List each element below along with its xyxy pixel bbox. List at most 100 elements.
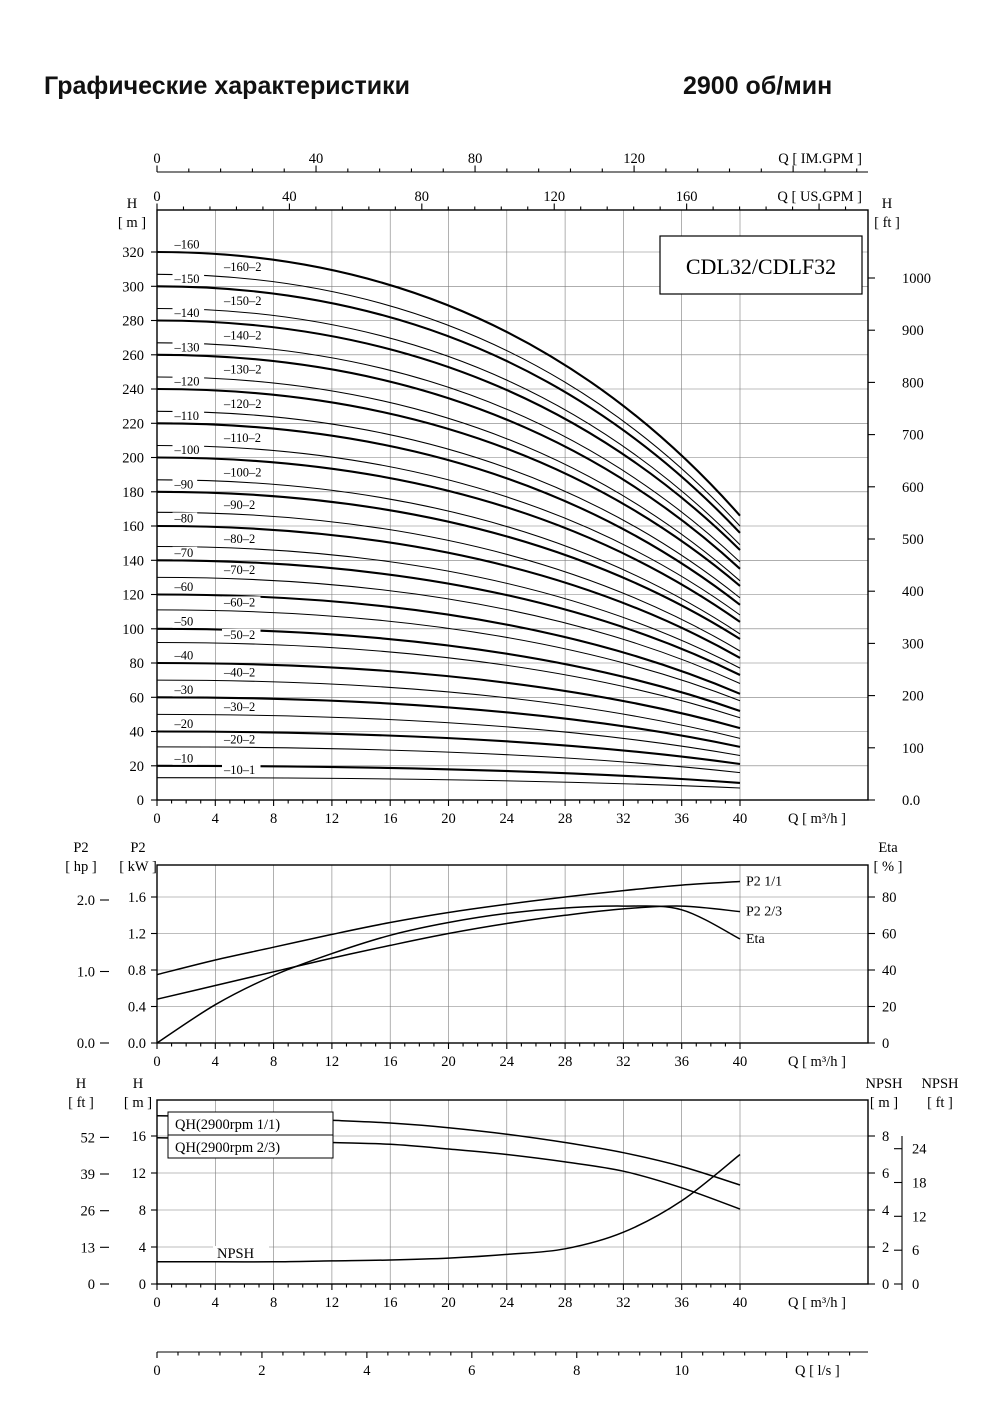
curve-label-bg (172, 581, 198, 594)
curve-label: –50–2 (223, 628, 255, 642)
curve-label: –80 (174, 512, 194, 526)
curve-label-box (167, 1134, 334, 1159)
curve-label: –90 (174, 477, 194, 491)
tick-label: 16 (383, 1295, 398, 1311)
curve-label-bg (222, 363, 268, 376)
curve-label-bg (222, 533, 261, 546)
y-axis-title: [ ft ] (874, 215, 900, 231)
head-curve-100 (156, 456, 741, 623)
head-curve-160-2 (156, 273, 741, 527)
curve-label: NPSH (217, 1246, 255, 1262)
tick-label: 300 (122, 279, 144, 295)
tick-label: 40 (130, 725, 145, 741)
tick-label: 0 (153, 1054, 160, 1070)
curve-label: –110–2 (223, 431, 261, 445)
y-axis-title: H (76, 1076, 87, 1092)
tick-label: 12 (325, 811, 340, 827)
curve-label: –20–2 (223, 732, 255, 746)
curve-label: –40–2 (223, 666, 255, 680)
head-curve-120 (156, 387, 741, 587)
curve-label: –150 (174, 272, 200, 286)
tick-label: 900 (902, 323, 924, 339)
tick-label: 24 (500, 1295, 515, 1311)
curve-label-bg (222, 700, 261, 714)
tick-label: 40 (733, 1295, 748, 1311)
tick-label: 120 (122, 588, 144, 604)
charts: 0 4 8 12 16 20 24 28 32 36 40 Q [ m³/h ]02040608010… (65, 151, 959, 1379)
tick-label: 4 (363, 1363, 371, 1379)
tick-label: 40 (309, 151, 324, 167)
tick-label: 6 (912, 1243, 919, 1259)
tick-label: 36 (674, 1054, 689, 1070)
model-name: CDL32/CDLF32 (686, 254, 836, 279)
curve-label-bg (222, 563, 261, 577)
head-curve-150 (156, 285, 741, 534)
curve-label-bg (172, 615, 198, 628)
curve-label: –10–1 (223, 763, 255, 777)
head-curve-90 (156, 490, 741, 640)
head-curve-120-2 (156, 410, 741, 599)
head-curve-140 (156, 319, 741, 551)
tick-label: 160 (122, 519, 144, 535)
curve-label-bg (172, 752, 198, 765)
curve-label-bg (222, 596, 261, 609)
tick-label: 0.0 (77, 1036, 95, 1052)
tick-label: 12 (912, 1209, 927, 1225)
curve-label-bg (222, 498, 261, 512)
tick-label: 4 (212, 1054, 220, 1070)
head-curve-70 (156, 559, 741, 676)
head-curve-80 (156, 524, 741, 659)
y-axis-title: [ ft ] (927, 1095, 953, 1111)
tick-label: 2 (882, 1240, 889, 1256)
curve-label: –100–2 (223, 465, 262, 479)
tick-label: 8 (882, 1129, 889, 1145)
tick-label: 20 (882, 1000, 897, 1016)
tick-label: 24 (500, 1054, 515, 1070)
tick-label: 280 (122, 314, 144, 330)
tick-label: 2.0 (77, 893, 95, 909)
tick-label: 32 (616, 811, 631, 827)
curve-label: –30 (174, 683, 194, 697)
curve-label: QH(2900rpm 1/1) (175, 1117, 280, 1133)
tick-label: 240 (122, 382, 144, 398)
y-axis-title: [ m ] (124, 1095, 152, 1111)
curve-label: –70–2 (223, 563, 255, 577)
head-curve-20-2 (156, 746, 741, 774)
curve-label-bg (172, 444, 205, 457)
head-curve-150-2 (156, 307, 741, 546)
tick-label: 100 (122, 622, 144, 638)
curve-label: –120 (174, 375, 200, 389)
y-axis-title: [ m ] (870, 1095, 898, 1111)
curve-label-bg (172, 478, 198, 491)
head-curve-110 (156, 422, 741, 606)
tick-label: 40 (882, 963, 897, 979)
curve-label: –130 (174, 340, 200, 354)
tick-label: 2 (258, 1363, 265, 1379)
plot-frame (156, 864, 869, 1044)
head-curve-140-2 (156, 342, 741, 563)
series-label: P2 1/1 (746, 875, 782, 890)
tick-label: 32 (616, 1054, 631, 1070)
tick-label: 8 (270, 811, 277, 827)
tick-label: 24 (912, 1142, 927, 1158)
tick-label: 0 (153, 811, 160, 827)
tick-label: 24 (500, 811, 515, 827)
tick-label: 4 (212, 811, 220, 827)
x-axis-unit: Q [ m³/h ] (788, 1054, 846, 1070)
tick-label: 260 (122, 348, 144, 364)
curve-label-bg (222, 295, 268, 308)
curve-label-bg (172, 307, 205, 320)
tick-label: 80 (882, 890, 897, 906)
tick-label: 12 (132, 1166, 147, 1182)
curve-label-bg (222, 432, 268, 445)
tick-label: 0.0 (128, 1036, 146, 1052)
head-curve-100-2 (156, 479, 741, 635)
tick-label: 16 (383, 811, 398, 827)
gpm-axis-unit: Q [ IM.GPM ] (778, 151, 862, 167)
curve-label-bg (172, 409, 205, 423)
series-label: P2 2/3 (746, 905, 782, 920)
tick-label: 800 (902, 375, 924, 391)
y-axis-title: H (127, 196, 138, 212)
tick-label: 120 (623, 151, 645, 167)
